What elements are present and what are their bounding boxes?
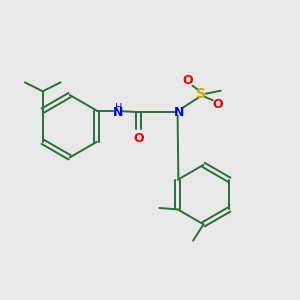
Text: O: O [182,74,193,87]
Text: N: N [113,106,124,119]
Text: H: H [115,103,122,112]
Text: S: S [196,87,206,101]
Text: N: N [174,106,184,118]
Text: O: O [213,98,224,111]
Text: O: O [133,132,144,145]
